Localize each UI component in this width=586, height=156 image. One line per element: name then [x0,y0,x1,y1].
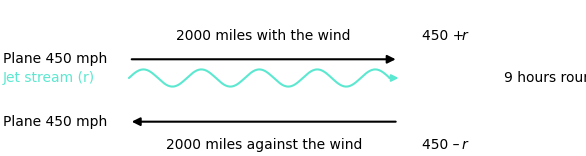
Text: 2000 miles with the wind: 2000 miles with the wind [176,29,351,43]
Text: Plane 450 mph: Plane 450 mph [3,52,107,66]
Text: 2000 miles against the wind: 2000 miles against the wind [165,138,362,152]
Text: Plane 450 mph: Plane 450 mph [3,115,107,129]
Text: r: r [462,29,468,43]
Text: 9 hours roundtrip: 9 hours roundtrip [504,71,586,85]
Text: Jet stream (r): Jet stream (r) [3,71,95,85]
Text: 450 –: 450 – [422,138,464,152]
Text: 450 +: 450 + [422,29,469,43]
Text: r: r [462,138,468,152]
